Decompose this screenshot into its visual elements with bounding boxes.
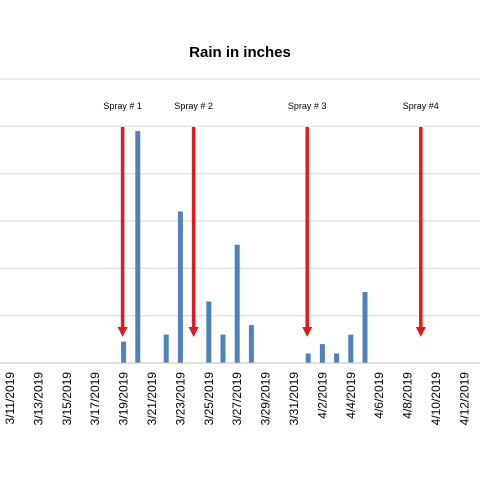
- x-tick-label: 3/29/2019: [259, 372, 273, 426]
- spray-label: Spray #4: [403, 101, 439, 111]
- x-tick-label: 3/17/2019: [88, 372, 102, 426]
- x-tick-label: 3/25/2019: [202, 372, 216, 426]
- x-tick-label: 3/27/2019: [230, 372, 244, 426]
- spray-annotation-4: Spray #4: [403, 101, 439, 337]
- x-tick-label: 3/19/2019: [117, 372, 131, 426]
- rain-bar-3/26/2019: [220, 334, 226, 363]
- x-tick-label: 4/2/2019: [315, 372, 329, 419]
- spray-annotation-2: Spray # 2: [174, 101, 213, 337]
- spray-annotation-3: Spray # 3: [288, 101, 327, 337]
- bars: [121, 131, 368, 363]
- x-tick-label: 3/23/2019: [173, 372, 187, 426]
- chart-title: Rain in inches: [189, 44, 291, 61]
- spray-arrow-head: [117, 327, 128, 337]
- spray-annotations: Spray # 1 Spray # 2 Spray # 3 Spray #4: [103, 101, 439, 337]
- x-tick-label: 4/6/2019: [372, 372, 386, 419]
- x-tick-label: 4/4/2019: [344, 372, 358, 419]
- rain-bar-3/27/2019: [234, 244, 240, 363]
- rain-bar-3/22/2019: [163, 334, 169, 363]
- gridlines: [0, 78, 480, 317]
- x-tick-label: 4/12/2019: [457, 372, 471, 426]
- spray-annotation-1: Spray # 1: [103, 101, 142, 337]
- rain-bar-3/20/2019: [135, 131, 141, 363]
- rain-bar-4/4/2019: [348, 334, 354, 363]
- x-tick-label: 3/13/2019: [31, 372, 45, 426]
- spray-label: Spray # 2: [174, 101, 213, 111]
- rain-bar-3/28/2019: [248, 325, 254, 363]
- x-tick-label: 3/21/2019: [145, 372, 159, 426]
- x-tick-label: 4/8/2019: [401, 372, 415, 419]
- rain-bar-4/2/2019: [319, 344, 325, 363]
- spray-label: Spray # 1: [103, 101, 142, 111]
- spray-arrow-head: [302, 327, 313, 337]
- x-tick-label: 3/15/2019: [60, 372, 74, 426]
- rain-bar-4/1/2019: [305, 353, 311, 363]
- spray-arrow-head: [415, 327, 426, 337]
- rain-bar-3/23/2019: [177, 211, 183, 363]
- x-tick-label: 3/11/2019: [3, 372, 17, 425]
- rain-bar-3/25/2019: [206, 301, 212, 363]
- rain-bar-4/3/2019: [334, 353, 340, 363]
- spray-arrow-head: [188, 327, 199, 337]
- rain-bar-4/5/2019: [362, 292, 368, 363]
- rain-bar-3/19/2019: [121, 341, 127, 363]
- x-tick-label: 3/31/2019: [287, 372, 301, 426]
- x-tick-labels: 3/11/2019 3/13/2019 3/15/2019 3/17/2019 3/19…: [3, 372, 471, 426]
- spray-label: Spray # 3: [288, 101, 327, 111]
- x-tick-label: 4/10/2019: [429, 372, 443, 426]
